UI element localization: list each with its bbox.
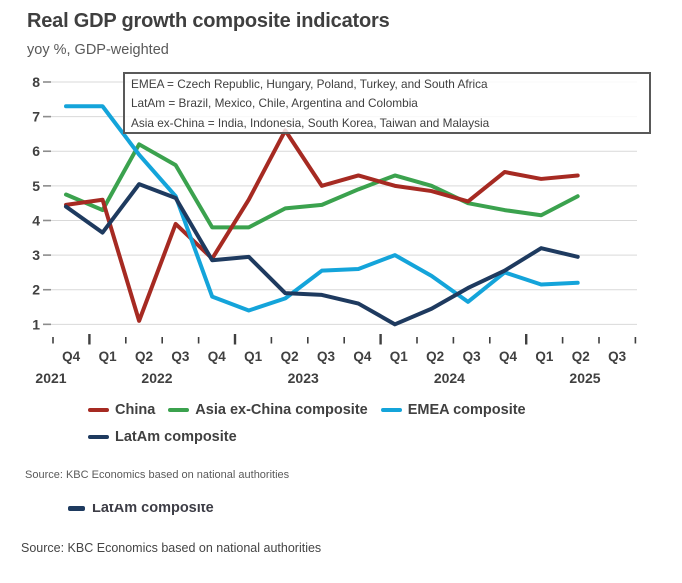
y-tick-label: 1 bbox=[32, 316, 40, 332]
x-tick-label: Q1 bbox=[535, 349, 554, 364]
x-axis-year-labels: 2021 2022 2023 2024 2025 bbox=[0, 370, 682, 388]
legend-label-emea: EMEA composite bbox=[407, 402, 526, 418]
x-tick-label: Q4 bbox=[62, 349, 81, 364]
x-year-label: 2025 bbox=[569, 370, 601, 386]
series-line-emea-composite bbox=[64, 104, 580, 313]
asia-line-swatch-icon bbox=[168, 407, 190, 413]
annotation-line-asia: Asia ex-China = India, Indonesia, South … bbox=[131, 115, 490, 130]
duplicate-legend-label-latam: LatAm composite bbox=[92, 504, 214, 516]
x-tick-label: Q1 bbox=[389, 349, 408, 364]
china-line-swatch-icon bbox=[88, 407, 109, 413]
chart-subtitle: yoy %, GDP-weighted bbox=[27, 42, 169, 58]
legend-item-latam: LatAm composite bbox=[88, 429, 237, 445]
series-line-china bbox=[64, 128, 580, 323]
emea-line-swatch-icon bbox=[380, 407, 402, 413]
y-tick-label: 5 bbox=[32, 178, 40, 194]
legend-item-asia-ex-china: Asia ex-China composite bbox=[168, 402, 368, 418]
legend-label-china: China bbox=[115, 402, 156, 418]
legend-row-2: LatAm composite bbox=[88, 429, 237, 445]
definitions-annotation-box: EMEA = Czech Republic, Hungary, Poland, … bbox=[123, 72, 651, 134]
x-year-label: 2022 bbox=[141, 370, 173, 386]
legend-item-emea: EMEA composite bbox=[380, 402, 526, 418]
y-tick-label: 8 bbox=[32, 74, 40, 90]
legend-row-1: China Asia ex-China composite EMEA compo… bbox=[88, 402, 526, 418]
x-tick-label: Q4 bbox=[207, 349, 226, 364]
x-tick-label: Q1 bbox=[244, 349, 263, 364]
annotation-line-latam: LatAm = Brazil, Mexico, Chile, Argentina… bbox=[131, 96, 418, 111]
x-year-label: 2024 bbox=[433, 370, 465, 386]
x-tick-label: Q1 bbox=[98, 349, 117, 364]
series-line-asia-ex-china-composite bbox=[64, 142, 580, 230]
source-note: Source: KBC Economics based on national … bbox=[25, 469, 290, 481]
series-line-latam-composite bbox=[64, 182, 580, 327]
x-tick-label: Q2 bbox=[426, 349, 445, 364]
duplicate-source-note: Source: KBC Economics based on national … bbox=[21, 541, 322, 555]
x-tick-label: Q3 bbox=[171, 349, 190, 364]
y-tick-label: 2 bbox=[32, 282, 40, 298]
latam-line-swatch-icon bbox=[68, 505, 85, 511]
x-tick-label: Q4 bbox=[498, 349, 517, 364]
legend-label-asia-ex-china: Asia ex-China composite bbox=[195, 402, 368, 418]
y-tick-label: 3 bbox=[32, 247, 40, 263]
duplicate-legend-row: LatAm composite bbox=[68, 504, 214, 516]
duplicate-legend-latam-clipped: LatAm composite bbox=[68, 504, 214, 520]
x-year-label: 2021 bbox=[35, 370, 67, 386]
x-tick-label: Q3 bbox=[462, 349, 481, 364]
legend-item-china: China bbox=[88, 402, 155, 418]
y-tick-label: 6 bbox=[32, 143, 40, 159]
annotation-line-emea: EMEA = Czech Republic, Hungary, Poland, … bbox=[131, 77, 488, 91]
legend-label-latam: LatAm composite bbox=[115, 429, 237, 445]
latam-line-swatch-icon bbox=[88, 434, 109, 440]
x-axis-quarter-labels: Q4 Q1 Q2 Q3 Q4 Q1 Q2 Q3 Q4 Q1 Q2 Q3 Q4 Q1 Q2 Q3 bbox=[0, 349, 682, 365]
x-tick-label: Q2 bbox=[134, 349, 153, 364]
y-tick-label: 7 bbox=[32, 109, 40, 125]
x-tick-label: Q2 bbox=[280, 349, 299, 364]
chart-svg: 1 2 3 4 5 6 7 8 bbox=[32, 74, 637, 345]
y-tick-label: 4 bbox=[32, 212, 40, 228]
page-title: Real GDP growth composite indicators bbox=[27, 10, 390, 32]
x-year-label: 2023 bbox=[287, 370, 319, 386]
x-tick-label: Q3 bbox=[316, 349, 335, 364]
x-tick-label: Q3 bbox=[608, 349, 627, 364]
x-tick-label: Q2 bbox=[571, 349, 590, 364]
x-tick-label: Q4 bbox=[353, 349, 372, 364]
